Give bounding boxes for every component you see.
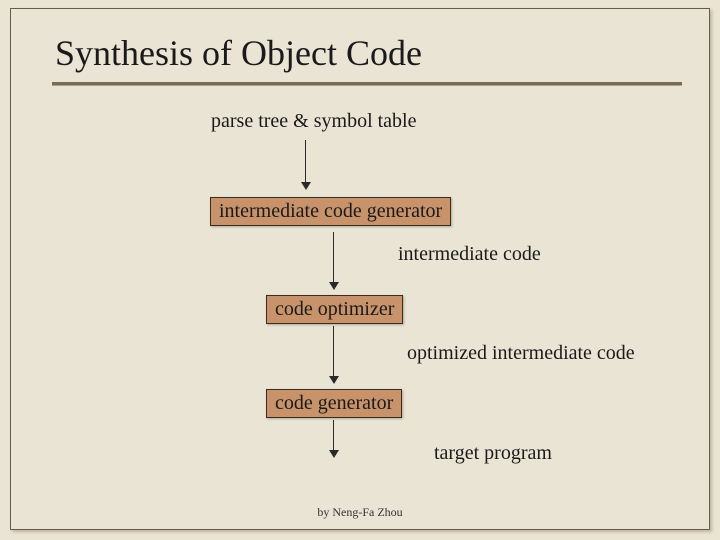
flow-node-input: parse tree & symbol table: [211, 110, 417, 133]
arrow-head-2: [329, 376, 339, 384]
arrow-head-1: [329, 282, 339, 290]
flow-node-stage3: code generator: [266, 389, 402, 418]
flow-node-stage2: code optimizer: [266, 295, 403, 324]
flow-node-stage1: intermediate code generator: [210, 197, 451, 226]
slide-footer: by Neng-Fa Zhou: [0, 505, 720, 520]
title-underline: [52, 82, 682, 86]
arrow-head-3: [329, 450, 339, 458]
arrow-line-3: [333, 420, 334, 452]
flow-node-out1: intermediate code: [398, 243, 541, 266]
flow-node-out3: target program: [434, 442, 552, 465]
arrow-line-1: [333, 232, 334, 284]
slide-title: Synthesis of Object Code: [55, 32, 422, 74]
slide-border: [10, 8, 710, 530]
arrow-line-2: [333, 326, 334, 378]
flow-node-out2: optimized intermediate code: [407, 342, 635, 365]
arrow-line-0: [305, 140, 306, 184]
arrow-head-0: [301, 182, 311, 190]
